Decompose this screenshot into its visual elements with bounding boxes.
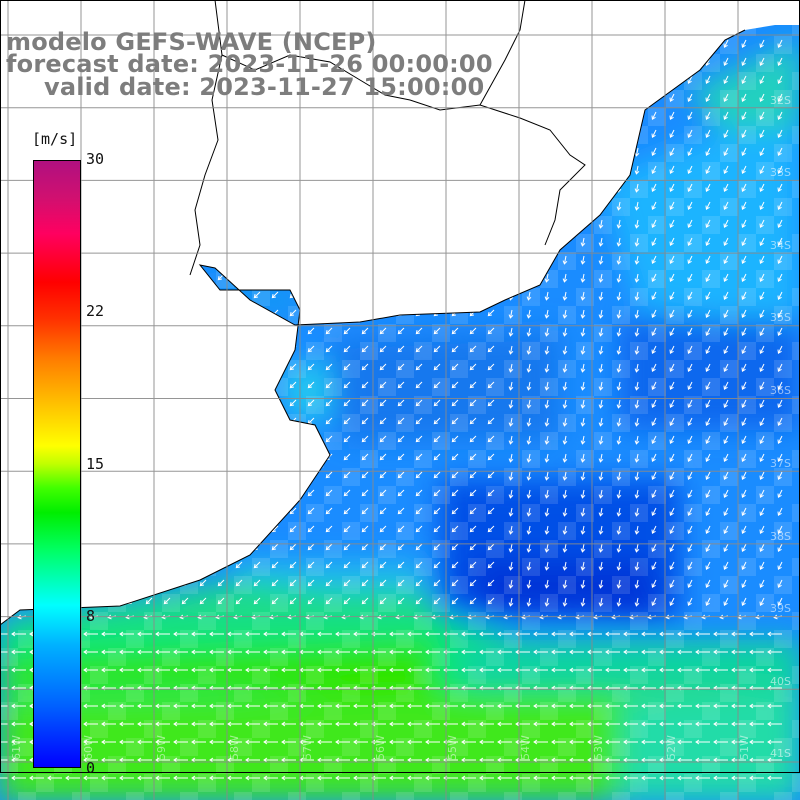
lat-label: 39S <box>770 602 791 615</box>
colorbar <box>33 160 81 768</box>
lon-label: 53W <box>592 735 605 760</box>
forecast-date: forecast date: 2023-11-26 00:00:00 <box>6 50 493 78</box>
lat-label: 32S <box>770 94 791 107</box>
lon-label: 54W <box>519 735 532 760</box>
colorbar-tick-22: 22 <box>86 302 105 320</box>
lat-label: 40S <box>770 675 791 688</box>
lat-label: 33S <box>770 166 791 179</box>
colorbar-unit: [m/s] <box>32 130 78 148</box>
valid-date: valid date: 2023-11-27 15:00:00 <box>44 73 485 101</box>
lon-label: 56W <box>374 735 387 760</box>
colorbar-tick-0: 0 <box>86 759 96 777</box>
lat-label: 36S <box>770 384 791 397</box>
lat-label: 34S <box>770 239 791 252</box>
lon-label: 52W <box>665 735 678 760</box>
lat-label: 35S <box>770 311 791 324</box>
lon-label: 61W <box>10 735 23 760</box>
lat-label: 41S <box>770 747 791 760</box>
lon-label: 55W <box>446 735 459 760</box>
colorbar-tick-8: 8 <box>86 607 96 625</box>
lon-label: 58W <box>228 735 241 760</box>
lon-label: 60W <box>82 735 95 760</box>
colorbar-tick-30: 30 <box>86 150 105 168</box>
lon-label: 51W <box>738 735 751 760</box>
colorbar-tick-15: 15 <box>86 455 105 473</box>
lat-label: 37S <box>770 457 791 470</box>
lat-label: 38S <box>770 530 791 543</box>
model-title: modelo GEFS-WAVE (NCEP) <box>6 28 377 56</box>
lon-label: 59W <box>155 735 168 760</box>
lon-label: 57W <box>301 735 314 760</box>
